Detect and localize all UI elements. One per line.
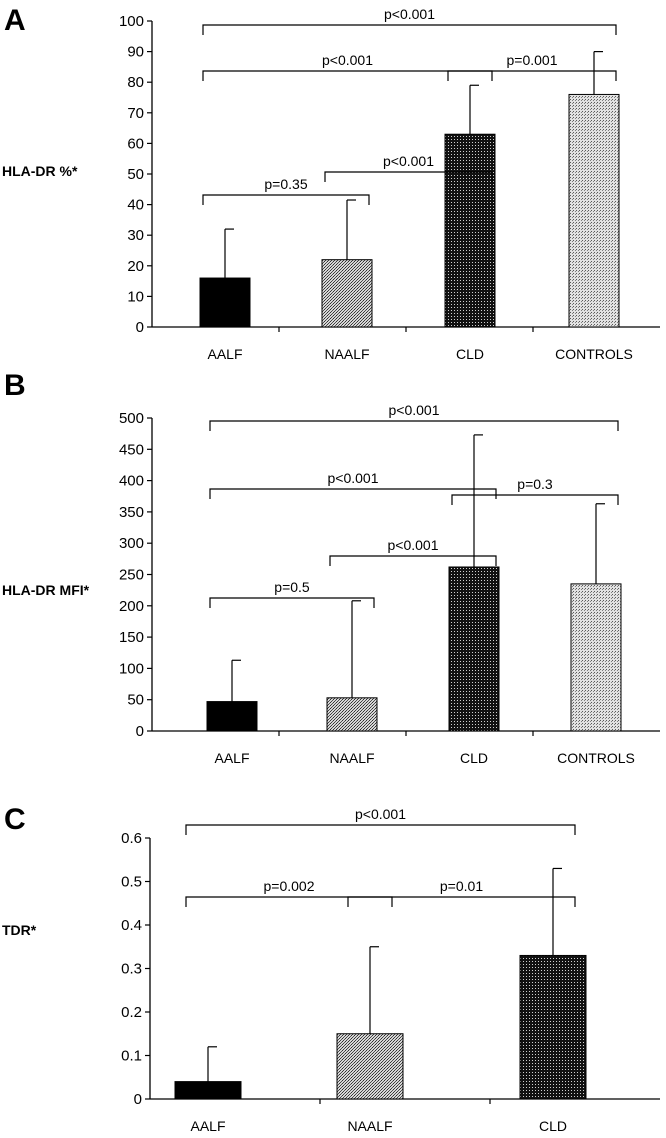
y-tick-label: 50 xyxy=(127,166,144,183)
y-axis-label: HLA-DR %* xyxy=(2,163,78,179)
y-tick-label: 50 xyxy=(127,692,144,709)
panel-letter: B xyxy=(4,369,26,402)
y-tick-label: 0.2 xyxy=(121,1004,142,1021)
x-tick-label: NAALF xyxy=(347,1118,392,1133)
p-value-label: p=0.01 xyxy=(440,878,483,894)
significance-bracket xyxy=(447,70,617,81)
panel-letter: C xyxy=(4,803,26,836)
panel-b: B HLA-DR MFI* 0 50 100 150 200 250 300 350 400 450 5… xyxy=(2,369,660,766)
significance-bracket xyxy=(324,171,493,182)
y-tick-label: 0.4 xyxy=(121,917,142,934)
p-value-label: p=0.35 xyxy=(264,176,307,192)
bar-cld xyxy=(519,954,587,1100)
y-tick-label: 350 xyxy=(119,504,144,521)
y-tick-label: 450 xyxy=(119,441,144,458)
y-tick-label: 0 xyxy=(136,319,144,336)
panel-c: C TDR* 0 0.1 0.2 0.3 0.4 0.5 0.6 AALF NAALF CLD p<0.… xyxy=(2,803,660,1134)
significance-bracket xyxy=(202,194,370,205)
y-tick-label: 200 xyxy=(119,598,144,615)
p-value-label: p<0.001 xyxy=(389,402,440,418)
bar-aalf xyxy=(174,1081,242,1100)
p-value-label: p=0.3 xyxy=(517,476,553,492)
y-tick-label: 0.3 xyxy=(121,961,142,978)
significance-bracket xyxy=(329,555,497,566)
x-tick-label: CONTROLS xyxy=(557,750,635,766)
bar-aalf xyxy=(206,701,258,732)
y-tick-label: 0 xyxy=(134,1091,142,1108)
y-tick-label: 80 xyxy=(127,74,144,91)
panel-letter: A xyxy=(4,4,26,37)
x-tick-label: CLD xyxy=(539,1118,567,1133)
p-value-label: p<0.001 xyxy=(328,470,379,486)
significance-bracket xyxy=(209,420,619,431)
y-tick-label: 0.5 xyxy=(121,874,142,891)
significance-bracket xyxy=(202,70,493,81)
y-tick-label: 400 xyxy=(119,473,144,490)
y-tick-label: 0.6 xyxy=(121,830,142,847)
significance-bracket xyxy=(202,24,617,35)
y-axis-label: HLA-DR MFI* xyxy=(2,582,90,598)
bar-naalf xyxy=(321,259,373,328)
p-value-label: p<0.001 xyxy=(322,52,373,68)
y-tick-label: 90 xyxy=(127,44,144,61)
y-tick-label: 70 xyxy=(127,105,144,122)
x-tick-label: AALF xyxy=(190,1118,225,1133)
bar-aalf xyxy=(199,277,251,328)
p-value-label: p=0.001 xyxy=(507,52,558,68)
y-tick-label: 20 xyxy=(127,258,144,275)
bar-naalf xyxy=(326,697,378,732)
y-tick-label: 500 xyxy=(119,410,144,427)
bar-controls xyxy=(570,583,622,732)
x-tick-label: CLD xyxy=(456,346,484,362)
significance-bracket xyxy=(209,488,497,499)
p-value-label: p<0.001 xyxy=(384,6,435,22)
x-tick-label: NAALF xyxy=(324,346,369,362)
y-tick-label: 60 xyxy=(127,135,144,152)
significance-bracket xyxy=(347,896,576,907)
bar-cld xyxy=(448,566,500,732)
y-tick-label: 300 xyxy=(119,535,144,552)
bar-cld xyxy=(444,133,496,328)
significance-bracket xyxy=(209,597,375,608)
y-tick-label: 250 xyxy=(119,567,144,584)
significance-bracket xyxy=(185,896,393,907)
x-tick-label: NAALF xyxy=(329,750,374,766)
y-tick-label: 0 xyxy=(136,723,144,740)
y-tick-label: 0.1 xyxy=(121,1048,142,1065)
significance-bracket xyxy=(185,824,576,835)
y-tick-label: 150 xyxy=(119,629,144,646)
p-value-label: p<0.001 xyxy=(383,153,434,169)
panel-a: A HLA-DR %* 0 10 20 30 40 50 60 70 80 90 100 AALF NAAL… xyxy=(2,4,660,362)
y-tick-label: 40 xyxy=(127,197,144,214)
x-tick-label: CONTROLS xyxy=(555,346,633,362)
y-tick-label: 10 xyxy=(127,288,144,305)
y-axis-label: TDR* xyxy=(2,922,37,938)
x-tick-label: CLD xyxy=(460,750,488,766)
x-tick-label: AALF xyxy=(207,346,242,362)
y-tick-label: 30 xyxy=(127,227,144,244)
bar-naalf xyxy=(336,1033,404,1100)
significance-bracket xyxy=(451,494,619,505)
p-value-label: p=0.002 xyxy=(264,878,315,894)
p-value-label: p<0.001 xyxy=(355,806,406,822)
y-tick-label: 100 xyxy=(119,13,144,30)
y-tick-label: 100 xyxy=(119,660,144,677)
x-tick-label: AALF xyxy=(214,750,249,766)
bar-controls xyxy=(568,93,620,328)
p-value-label: p<0.001 xyxy=(388,537,439,553)
p-value-label: p=0.5 xyxy=(274,579,310,595)
